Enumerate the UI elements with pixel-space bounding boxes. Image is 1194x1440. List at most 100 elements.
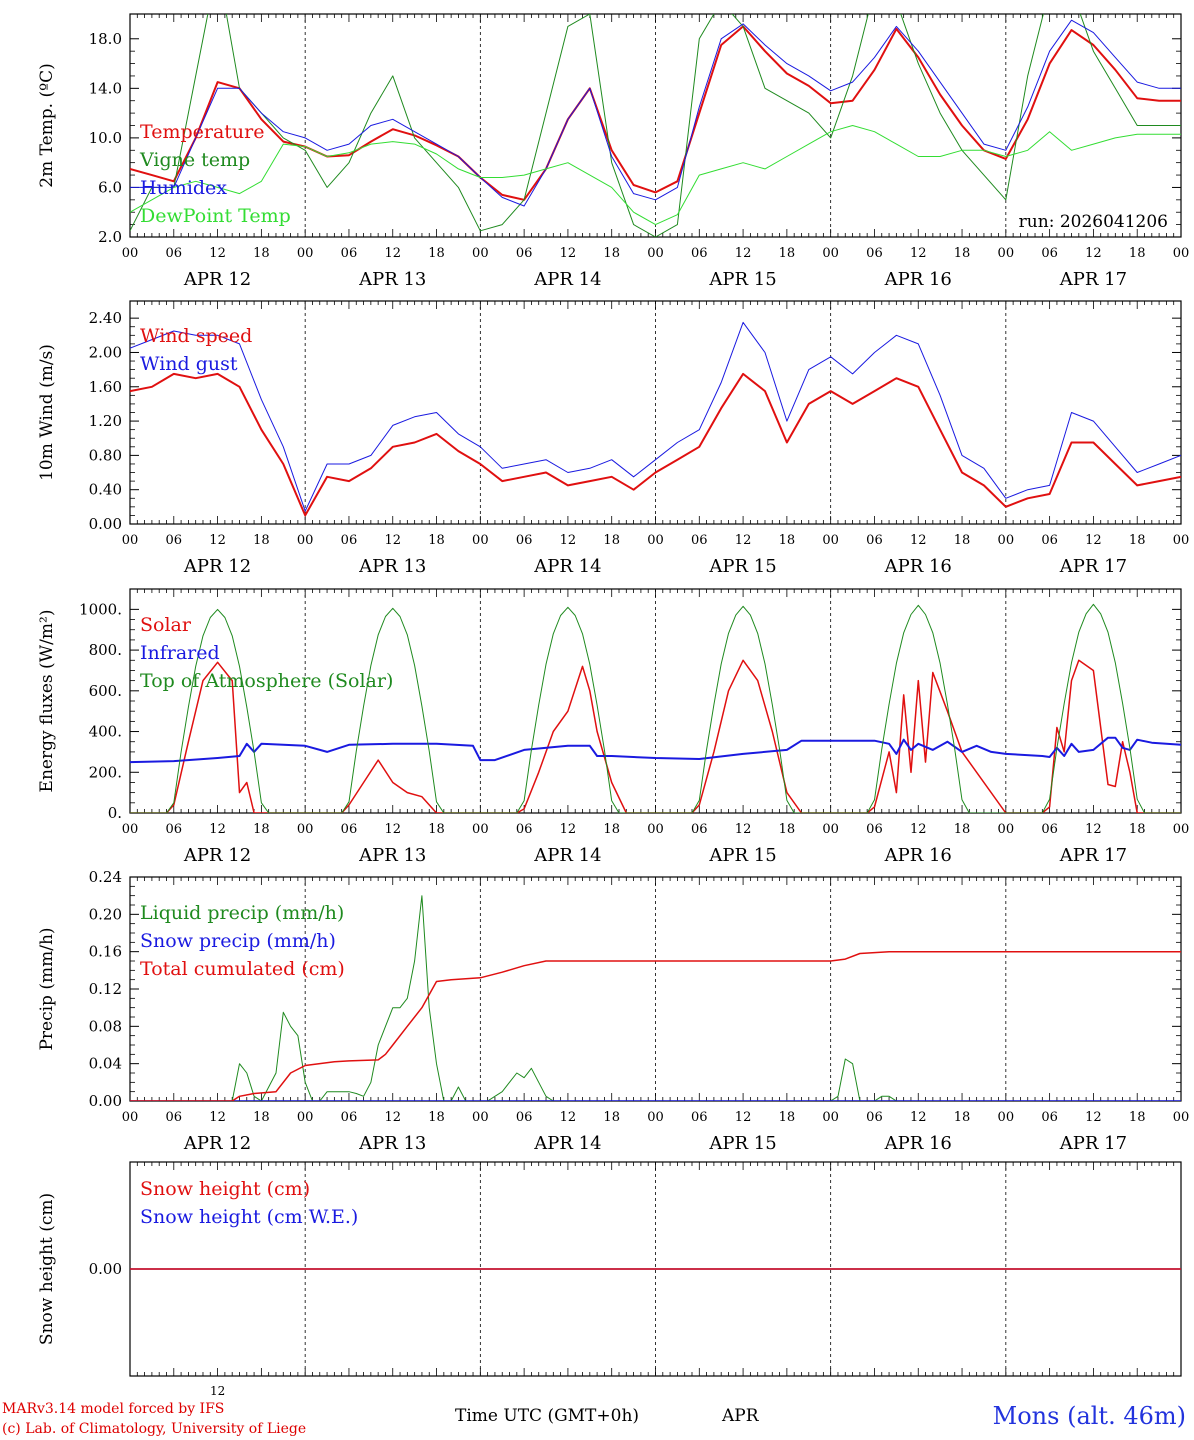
temp-hour-label: 00 <box>998 246 1015 261</box>
temp-hour-label: 18 <box>779 246 796 261</box>
energy-y-tick-label: 800. <box>89 641 122 659</box>
temp-hour-label: 12 <box>735 246 752 261</box>
precip-day-label: APR 13 <box>358 1133 426 1154</box>
temp-hour-label: 06 <box>166 246 183 261</box>
energy-hour-label: 00 <box>297 822 314 837</box>
temp-y-tick-label: 10.0 <box>89 129 122 147</box>
wind-hour-label: 12 <box>735 533 752 548</box>
temp-hour-label: 00 <box>1173 246 1190 261</box>
temp-day-label: APR 14 <box>533 269 601 290</box>
precip-hour-label: 18 <box>1129 1110 1146 1125</box>
wind-hour-label: 12 <box>910 533 927 548</box>
energy-hour-label: 06 <box>1041 822 1058 837</box>
energy-hour-label: 06 <box>866 822 883 837</box>
energy-hour-label: 00 <box>647 822 664 837</box>
wind-series-wind-gust <box>130 321 1181 512</box>
temp-y-tick-label: 2.0 <box>98 228 122 246</box>
wind-hour-label: 12 <box>384 533 401 548</box>
wind-y-tick-label: 1.60 <box>89 378 122 396</box>
wind-panel-frame <box>129 300 1182 525</box>
temp-y-tick-label: 14.0 <box>89 79 122 97</box>
precip-day-label: APR 16 <box>884 1133 952 1154</box>
wind-hour-label: 12 <box>1085 533 1102 548</box>
energy-hour-label: 18 <box>603 822 620 837</box>
energy-day-label: APR 15 <box>708 845 776 866</box>
wind-y-tick-label: 0.00 <box>89 515 122 533</box>
temp-legend-entry: DewPoint Temp <box>140 205 291 227</box>
temp-hour-label: 06 <box>691 246 708 261</box>
temp-run-annotation: run: 2026041206 <box>1019 212 1168 232</box>
precip-series-liquid-precip-mm-h- <box>130 895 1181 1101</box>
wind-day-label: APR 17 <box>1059 556 1127 577</box>
wind-hour-label: 18 <box>428 533 445 548</box>
temp-hour-label: 12 <box>384 246 401 261</box>
energy-hour-label: 12 <box>910 822 927 837</box>
precip-y-tick-label: 0.00 <box>89 1092 122 1110</box>
snow-y-tick-label: 0.00 <box>89 1260 122 1278</box>
wind-hour-label: 00 <box>822 533 839 548</box>
wind-hour-label: 00 <box>297 533 314 548</box>
wind-hour-label: 06 <box>1041 533 1058 548</box>
temp-hour-label: 18 <box>603 246 620 261</box>
temp-hour-label: 00 <box>297 246 314 261</box>
wind-series-wind-speed <box>130 372 1181 517</box>
temp-series-humidex <box>130 19 1181 207</box>
temp-hour-label: 06 <box>1041 246 1058 261</box>
precip-day-label: APR 17 <box>1059 1133 1127 1154</box>
temp-legend-entry: Humidex <box>140 177 227 199</box>
precip-y-tick-label: 0.04 <box>89 1055 122 1073</box>
wind-y-tick-label: 1.20 <box>89 412 122 430</box>
temp-legend-entry: Vigne temp <box>139 149 250 171</box>
energy-series-infrared <box>130 736 1181 764</box>
temp-legend-entry: Temperature <box>140 121 264 143</box>
temp-hour-label: 00 <box>122 246 139 261</box>
precip-series-total-cumulated-cm- <box>130 950 1181 1101</box>
snow-y-axis-label: Snow height (cm) <box>37 1193 57 1345</box>
model-credit: MARv3.14 model forced by IFS <box>2 1401 225 1417</box>
precip-hour-label: 18 <box>428 1110 445 1125</box>
temp-hour-label: 12 <box>560 246 577 261</box>
precip-legend-entry: Liquid precip (mm/h) <box>140 902 344 924</box>
precip-hour-label: 12 <box>910 1110 927 1125</box>
wind-hour-label: 00 <box>472 533 489 548</box>
temp-day-label: APR 13 <box>358 269 426 290</box>
precip-hour-label: 00 <box>1173 1110 1190 1125</box>
precip-day-label: APR 15 <box>708 1133 776 1154</box>
energy-hour-label: 06 <box>166 822 183 837</box>
precip-hour-label: 00 <box>472 1110 489 1125</box>
precip-hour-label: 12 <box>735 1110 752 1125</box>
energy-hour-label: 18 <box>253 822 270 837</box>
wind-hour-label: 06 <box>691 533 708 548</box>
temp-hour-label: 00 <box>472 246 489 261</box>
energy-hour-label: 18 <box>954 822 971 837</box>
energy-day-label: APR 12 <box>183 845 251 866</box>
precip-hour-label: 06 <box>166 1110 183 1125</box>
x-axis-title: Time UTC (GMT+0h) <box>455 1406 640 1426</box>
temp-day-label: APR 15 <box>708 269 776 290</box>
wind-hour-label: 18 <box>253 533 270 548</box>
energy-legend-entry: Infrared <box>140 642 220 664</box>
temp-y-tick-label: 18.0 <box>89 30 122 48</box>
precip-hour-label: 00 <box>297 1110 314 1125</box>
wind-day-label: APR 16 <box>884 556 952 577</box>
temp-hour-label: 00 <box>822 246 839 261</box>
precip-hour-label: 06 <box>866 1110 883 1125</box>
temp-hour-label: 18 <box>1129 246 1146 261</box>
precip-hour-label: 18 <box>603 1110 620 1125</box>
temp-hour-label: 00 <box>647 246 664 261</box>
wind-legend-entry: Wind gust <box>140 353 238 375</box>
temp-y-axis-label: 2m Temp. (ºC) <box>37 63 57 188</box>
meteogram: 00 06 12 18 00 06 12 18 00 06 12 18 00 06 12 18 00 06 12 18… <box>37 13 1190 1377</box>
precip-hour-label: 18 <box>779 1110 796 1125</box>
energy-day-label: APR 13 <box>358 845 426 866</box>
precip-hour-label: 00 <box>822 1110 839 1125</box>
wind-y-tick-label: 0.40 <box>89 481 122 499</box>
temp-hour-label: 18 <box>428 246 445 261</box>
wind-hour-label: 00 <box>647 533 664 548</box>
wind-legend-entry: Wind speed <box>140 325 252 347</box>
energy-hour-label: 12 <box>560 822 577 837</box>
energy-legend-entry: Top of Atmosphere (Solar) <box>140 670 393 692</box>
energy-y-tick-label: 600. <box>89 682 122 700</box>
precip-y-tick-label: 0.24 <box>89 868 122 886</box>
energy-y-tick-label: 400. <box>89 723 122 741</box>
